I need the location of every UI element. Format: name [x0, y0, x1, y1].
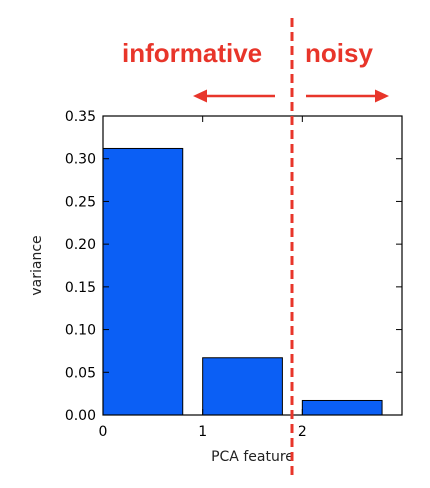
right-arrow-icon — [375, 89, 389, 103]
bar-1 — [202, 357, 283, 416]
x-ticks-group: 0 1 2 — [99, 116, 307, 440]
y-tick-label: 0.20 — [65, 237, 96, 253]
y-tick-label: 0.35 — [65, 109, 96, 125]
x-tick-label: 1 — [198, 424, 207, 440]
x-axis-label: PCA feature — [211, 449, 294, 465]
bar-2 — [301, 399, 383, 416]
y-tick-label: 0.30 — [65, 152, 96, 168]
x-tick-label: 0 — [99, 424, 108, 440]
informative-label: informative — [122, 38, 263, 68]
y-tick-label: 0.25 — [65, 194, 96, 210]
y-tick-label: 0.15 — [65, 280, 96, 296]
noisy-label: noisy — [305, 38, 373, 68]
x-tick-label: 2 — [298, 424, 307, 440]
y-tick-label: 0.10 — [65, 323, 96, 339]
y-tick-label: 0.00 — [65, 408, 96, 424]
direction-arrows — [193, 89, 389, 103]
plot-frame — [102, 115, 403, 416]
y-tick-label: 0.05 — [65, 365, 96, 381]
bars-group — [102, 147, 383, 416]
bar-0 — [102, 147, 184, 416]
left-arrow-icon — [193, 89, 207, 103]
y-ticks-group: 0.00 0.05 0.10 0.15 0.20 0.25 0.30 0.35 — [65, 109, 402, 424]
y-axis-label: variance — [29, 235, 45, 295]
